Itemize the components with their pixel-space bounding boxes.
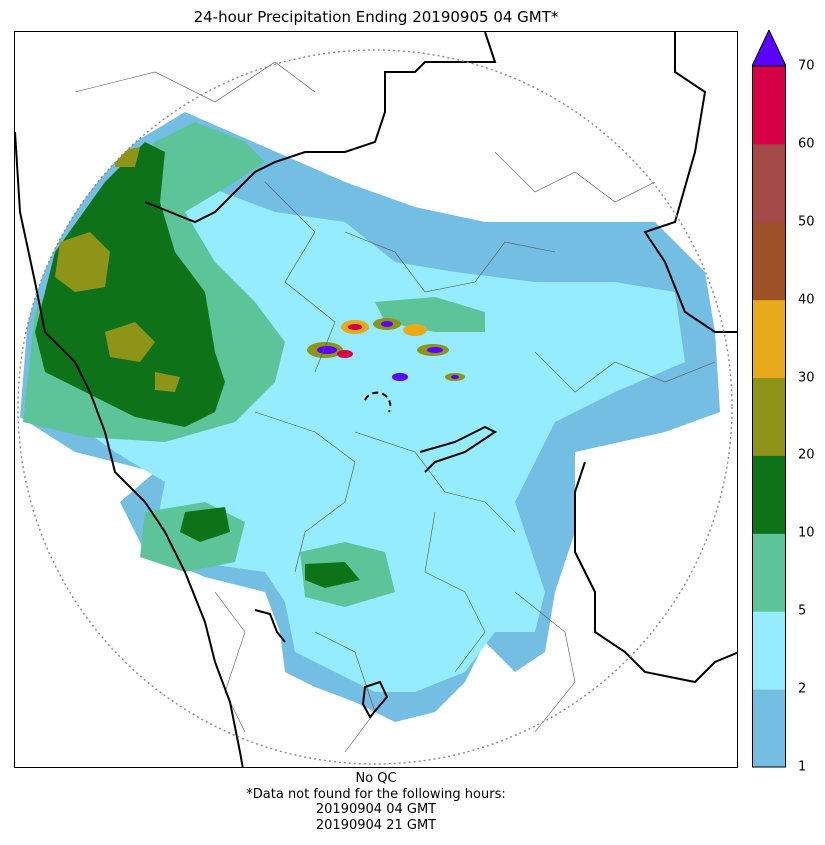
precip-20-30-b bbox=[105, 322, 155, 362]
colorbar-bin bbox=[752, 533, 786, 612]
colorbar-tick-label: 70 bbox=[798, 58, 815, 74]
precip-20-30-a bbox=[55, 232, 110, 292]
colorbar-tick-label: 10 bbox=[798, 525, 815, 541]
state-border-central bbox=[419, 425, 497, 473]
colorbar-tick-label: 1 bbox=[798, 759, 807, 775]
precipitation-field bbox=[20, 112, 720, 722]
colorbar-tick-label: 30 bbox=[798, 370, 815, 386]
footer-note: No QC *Data not found for the following … bbox=[14, 771, 738, 833]
colorbar-bin bbox=[752, 221, 786, 301]
colorbar-bin bbox=[752, 611, 786, 690]
precip-10-20-mid bbox=[305, 562, 360, 588]
colorbar-bin bbox=[752, 143, 786, 223]
colorbar-bins bbox=[752, 66, 786, 768]
precip-10-20-south bbox=[180, 507, 230, 542]
qc-status: No QC bbox=[355, 771, 397, 786]
colorbar-bin bbox=[752, 455, 786, 534]
state-border-north bbox=[144, 32, 497, 224]
missing-hour: 20190904 04 GMT bbox=[315, 802, 437, 817]
missing-hour: 20190904 21 GMT bbox=[315, 817, 437, 833]
map-title: 24-hour Precipitation Ending 20190905 04… bbox=[193, 8, 559, 26]
precip-20-30-d bbox=[155, 372, 180, 392]
precipitation-map-svg bbox=[15, 32, 737, 767]
colorbar-tick-label: 60 bbox=[798, 136, 815, 152]
range-ring bbox=[17, 49, 733, 765]
colorbar-bin bbox=[752, 66, 786, 145]
state-border-east bbox=[643, 32, 737, 333]
colorbar-over-arrow bbox=[752, 30, 786, 67]
radar-site-ring bbox=[364, 391, 392, 413]
state-border-southeast bbox=[574, 461, 737, 684]
colorbar-bin bbox=[752, 377, 786, 456]
colorbar-tick-label: 5 bbox=[798, 603, 807, 619]
precip-10-20-area bbox=[35, 142, 225, 427]
colorbar-bin bbox=[752, 689, 786, 768]
colorbar-tick-label: 20 bbox=[798, 447, 815, 463]
radar-map bbox=[14, 31, 738, 768]
colorbar-bin bbox=[752, 299, 786, 379]
district-boundaries bbox=[74, 61, 716, 753]
colorbar-tick-label: 50 bbox=[798, 214, 815, 230]
coastline bbox=[15, 131, 244, 767]
missing-data-note: *Data not found for the following hours: bbox=[246, 786, 506, 802]
colorbar-tick-label: 2 bbox=[798, 681, 807, 697]
colorbar-tick-label: 40 bbox=[798, 292, 815, 308]
precip-5-10-north bbox=[375, 297, 485, 332]
west-fragment bbox=[254, 609, 286, 643]
precipitation-colorbar bbox=[752, 30, 786, 768]
convective-cells bbox=[307, 318, 465, 381]
south-fragment bbox=[361, 680, 389, 719]
state-boundaries bbox=[15, 32, 737, 767]
